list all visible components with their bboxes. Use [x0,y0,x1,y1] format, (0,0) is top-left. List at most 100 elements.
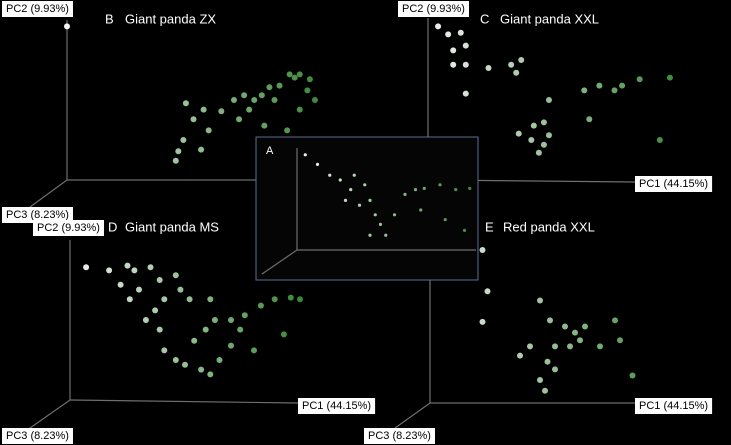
point [161,296,168,303]
point [64,23,70,30]
point [462,228,467,232]
point [577,337,583,344]
point [228,317,234,323]
point [207,371,214,378]
point [450,61,457,68]
point [535,149,542,156]
point [106,267,113,274]
point [175,148,182,155]
axis-line [394,402,431,429]
point [617,337,623,344]
point [485,65,492,71]
point [413,188,418,192]
point [450,47,457,54]
point [236,116,243,123]
point [190,116,197,123]
point [198,146,205,153]
point [131,267,138,274]
point [518,57,525,63]
panel-letter: C [480,11,489,26]
label-background [635,398,713,414]
point [177,286,184,293]
point [276,82,283,89]
panel-letter: A [266,145,274,157]
point [527,343,533,350]
label-background [2,207,73,223]
point [311,97,318,103]
axis-label-box: PC1 (44.15%) [635,176,713,192]
point [545,97,552,103]
point [612,317,618,324]
axis-label: PC3 (8.23%) [6,430,69,442]
point [156,326,163,333]
point [142,317,149,323]
point [246,106,253,113]
label-background [635,176,713,192]
point [636,76,643,83]
point [537,377,543,384]
point [161,347,168,354]
point [328,173,332,177]
point [303,153,307,157]
point [517,352,523,359]
axis-label: PC2 (9.93%) [6,3,69,15]
point [552,343,558,350]
point [443,218,447,222]
label-background [2,1,73,17]
point [338,178,342,182]
point [237,326,244,333]
point [211,317,218,323]
point [403,192,407,196]
point [540,119,547,126]
point [117,281,124,288]
point [597,343,603,350]
point [462,90,469,97]
point [586,116,593,123]
point [124,262,131,269]
point [280,331,287,338]
panel-letter: B [105,11,114,26]
point [251,97,258,103]
axis-label-box: PC1 (44.15%) [635,398,713,414]
axis-label-box: PC3 (8.23%) [2,207,73,223]
point [251,347,257,354]
point [656,137,663,143]
point [468,186,472,190]
axis-label: PC3 (8.23%) [368,430,431,442]
point [368,198,372,202]
point [230,97,237,103]
point [291,74,298,81]
point [462,61,469,68]
point [422,186,426,190]
point [513,69,520,76]
point [567,343,573,350]
point [596,82,603,89]
point [287,294,294,301]
point [373,213,377,217]
axis-label-box: PC2 (9.93%) [398,1,469,17]
axis-label: PC1 (44.15%) [639,178,708,190]
point [392,213,397,217]
axis-label-box: PC2 (9.93%) [33,220,104,236]
point [172,357,179,363]
panel-title: Giant panda XXL [500,11,599,26]
point [297,296,303,303]
label-background [2,428,73,444]
point [479,247,486,253]
point [378,222,383,226]
point [200,106,207,113]
point [537,297,543,304]
point [435,23,442,30]
point [241,92,248,99]
point [191,337,198,344]
point [266,84,273,91]
point [182,361,188,368]
point [296,106,303,113]
point [182,100,189,107]
point [180,137,187,143]
point [202,326,209,333]
point [572,329,578,336]
point [419,208,423,212]
point [198,366,205,373]
